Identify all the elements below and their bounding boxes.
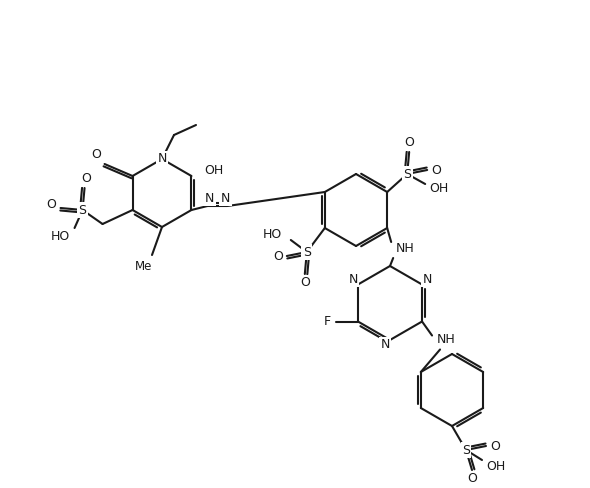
Text: HO: HO — [263, 227, 283, 241]
Text: NH: NH — [437, 333, 455, 346]
Text: O: O — [47, 199, 57, 211]
Text: O: O — [431, 163, 441, 177]
Text: N: N — [422, 273, 432, 286]
Text: HO: HO — [51, 230, 70, 244]
Text: O: O — [404, 137, 414, 149]
Text: F: F — [323, 315, 330, 328]
Text: Me: Me — [135, 260, 153, 272]
Text: N: N — [348, 273, 358, 286]
Text: S: S — [462, 444, 470, 456]
Text: S: S — [303, 245, 311, 259]
Text: O: O — [467, 472, 477, 486]
Text: O: O — [300, 277, 310, 289]
Text: NH: NH — [396, 242, 415, 255]
Text: N: N — [205, 191, 214, 204]
Text: OH: OH — [204, 163, 223, 177]
Text: N: N — [381, 339, 389, 351]
Text: O: O — [91, 148, 101, 162]
Text: N: N — [158, 152, 167, 165]
Text: S: S — [403, 167, 411, 181]
Text: S: S — [78, 203, 87, 217]
Text: OH: OH — [486, 460, 506, 472]
Text: O: O — [273, 249, 283, 263]
Text: OH: OH — [430, 182, 449, 195]
Text: N: N — [221, 191, 230, 204]
Text: O: O — [81, 172, 91, 185]
Text: O: O — [490, 440, 500, 452]
